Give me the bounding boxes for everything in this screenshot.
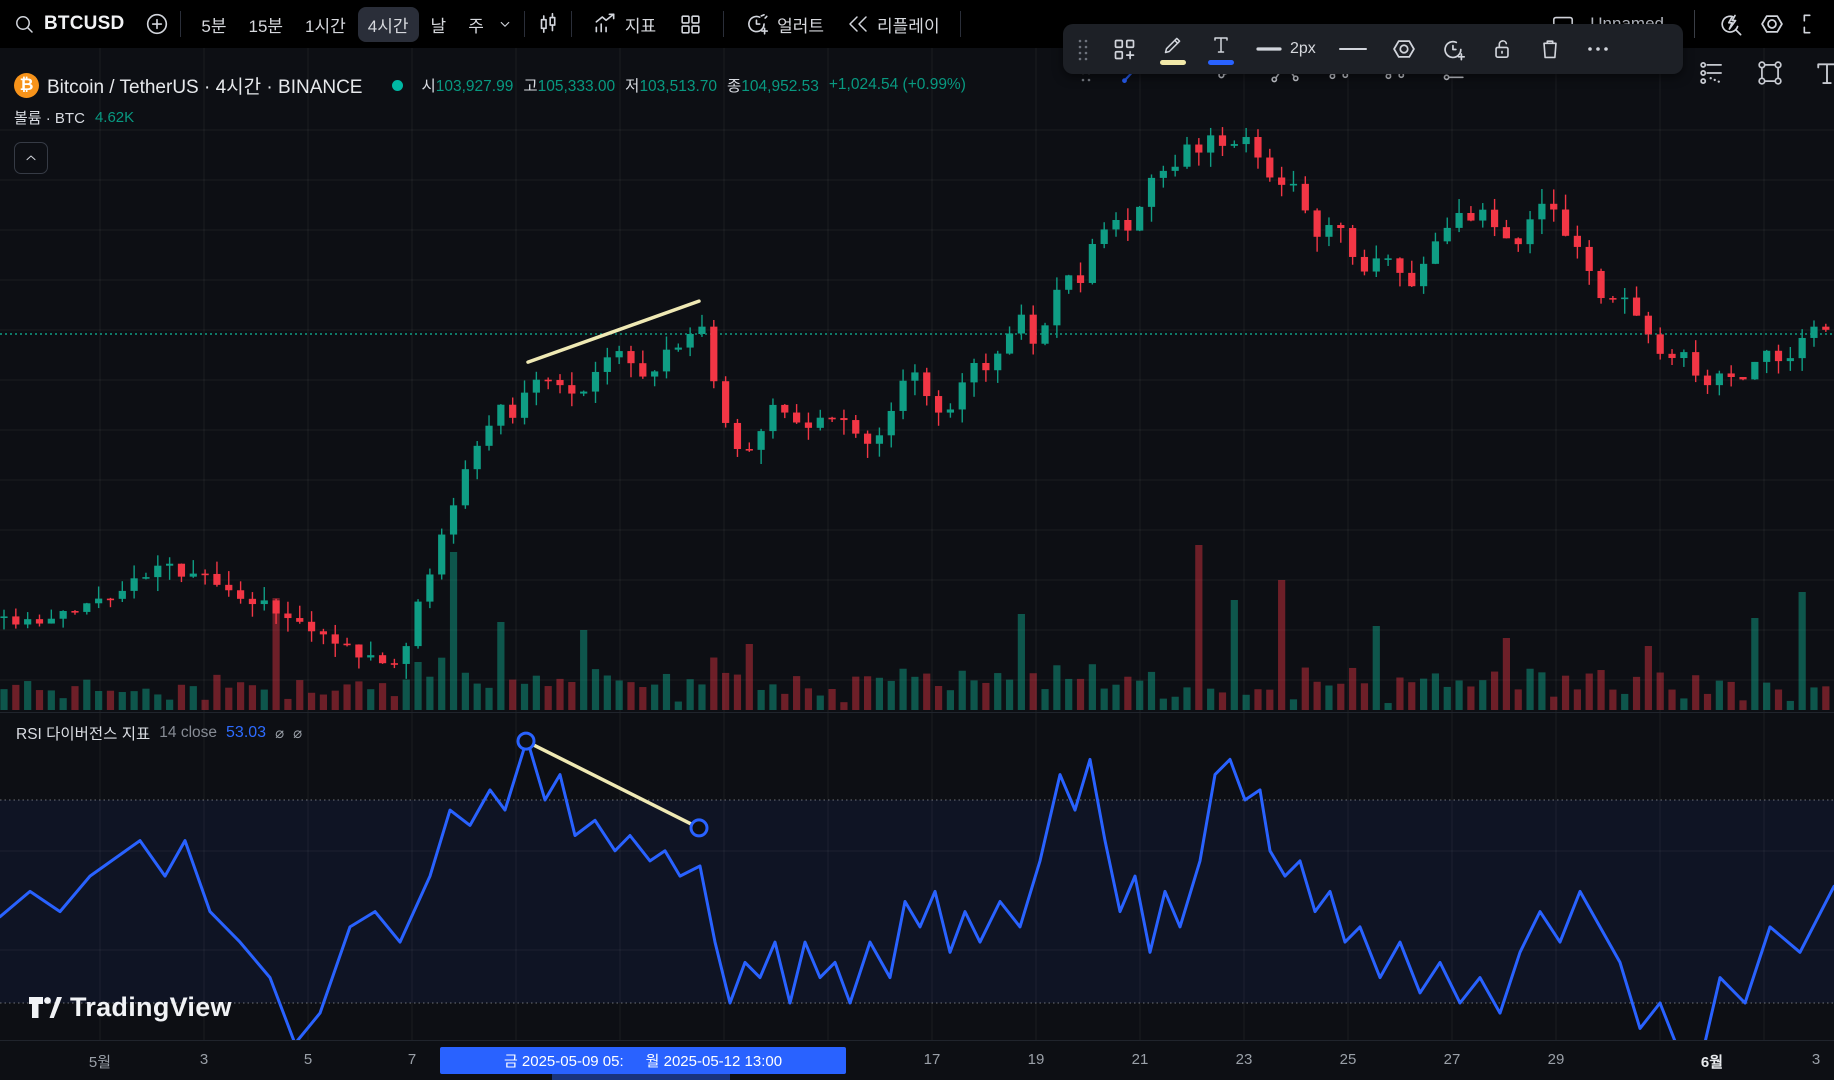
time-tick: 17 — [923, 1051, 941, 1068]
more-options-icon[interactable] — [1585, 45, 1611, 53]
market-status-dot[interactable] — [392, 79, 404, 91]
object-tree-icon[interactable] — [1698, 59, 1728, 87]
delete-icon[interactable] — [1537, 36, 1563, 62]
chart-legend: ₿ Bitcoin / TetherUS · 4시간 · BINANCE 시10… — [14, 70, 966, 174]
pencil-color-swatch[interactable] — [1160, 60, 1186, 65]
divider — [723, 11, 725, 37]
crosshair-date-range: 금 2025-05-09 05: 월 2025-05-12 13:00 — [440, 1047, 846, 1074]
divider — [570, 11, 572, 37]
volume-value: 4.62K — [94, 109, 135, 126]
time-tick: 19 — [1027, 1051, 1045, 1068]
time-tick: 6월 — [1700, 1054, 1724, 1071]
divider — [1694, 10, 1695, 38]
replay-icon — [846, 12, 870, 36]
rsi-indicator-legend: RSI 다이버전스 지표 14 close 53.03 ⌀ ⌀ — [16, 722, 302, 744]
rsi-params: 14 close — [159, 724, 218, 741]
time-tick: 27 — [1443, 1051, 1461, 1068]
pane-separator[interactable] — [0, 712, 1834, 713]
timeframe-1w[interactable]: 주 — [468, 16, 484, 36]
add-alert-icon[interactable] — [1440, 36, 1467, 63]
rsi-pane[interactable] — [0, 712, 1834, 1040]
change-value: +1,024.54 (+0.99%) — [828, 76, 966, 93]
replay-button[interactable]: 리플레이 — [836, 7, 950, 42]
watermark-text: TradingView — [70, 992, 232, 1022]
collapse-legend-button[interactable] — [14, 142, 48, 174]
time-axis[interactable]: 5월35715171921232527296월3 금 2025-05-09 05… — [0, 1040, 1834, 1080]
timeframe-1d[interactable]: 날 — [430, 16, 447, 36]
layout-grid-icon — [678, 12, 703, 37]
search-icon[interactable] — [12, 12, 36, 36]
lock-icon[interactable] — [1489, 36, 1515, 62]
layout-grid-button[interactable] — [668, 7, 713, 42]
time-tick: 5 — [303, 1051, 313, 1068]
volume-label[interactable]: 볼륨 · BTC — [14, 110, 85, 127]
divider — [180, 11, 182, 37]
alert-clock-icon — [744, 11, 770, 37]
text-icon — [1209, 33, 1233, 57]
indicators-icon — [592, 11, 618, 37]
add-to-template-icon[interactable] — [1111, 36, 1138, 63]
time-tick: 7 — [407, 1051, 417, 1068]
price-volume-pane[interactable] — [0, 48, 1834, 712]
time-tick: 5월 — [88, 1054, 112, 1071]
time-tick: 21 — [1131, 1051, 1149, 1068]
timeframe-5m[interactable]: 5분 — [201, 16, 227, 36]
line-width-value: 2px — [1290, 40, 1316, 57]
indicators-button[interactable]: 지표 — [582, 6, 666, 42]
line-width-control[interactable]: 2px — [1256, 40, 1316, 58]
timeframe-4h[interactable]: 4시간 — [357, 6, 419, 42]
time-tick: 3 — [1811, 1051, 1821, 1068]
bitcoin-logo: ₿ — [14, 72, 39, 98]
line-width-icon — [1256, 44, 1282, 54]
rsi-value: 53.03 — [226, 724, 267, 741]
settings-hexagon-icon[interactable] — [1758, 10, 1786, 38]
tradingview-watermark: TradingView — [28, 992, 232, 1023]
alert-button[interactable]: 얼러트 — [734, 6, 834, 42]
hide-indicator-icon[interactable]: ⌀ — [275, 725, 285, 742]
line-style-icon[interactable] — [1338, 44, 1368, 54]
drag-handle-icon[interactable] — [1077, 34, 1089, 64]
ohlc-values: 시103,927.99 고105,333.00 저103,513.70 종104… — [421, 76, 966, 95]
time-tick: 23 — [1235, 1051, 1253, 1068]
floating-drawing-toolbar: 2px — [1063, 24, 1683, 74]
pencil-tool[interactable] — [1160, 33, 1186, 65]
chart-type-candles-icon[interactable] — [535, 11, 561, 37]
rsi-title[interactable]: RSI 다이버전스 지표 — [16, 726, 151, 743]
text-style-tool[interactable] — [1208, 33, 1234, 65]
text-tool-icon[interactable] — [1812, 58, 1834, 88]
rectangle-tool-icon[interactable] — [1754, 58, 1786, 88]
symbol-title[interactable]: Bitcoin / TetherUS · 4시간 · BINANCE — [47, 76, 363, 98]
divider — [523, 11, 525, 37]
timeframe-1h[interactable]: 1시간 — [305, 16, 346, 36]
time-tick: 3 — [199, 1051, 209, 1068]
quick-search-icon[interactable] — [1717, 11, 1744, 38]
tradingview-logo-icon — [28, 994, 62, 1021]
time-tick: 29 — [1547, 1051, 1565, 1068]
fullscreen-icon[interactable] — [1800, 11, 1826, 37]
chevron-down-icon[interactable] — [496, 15, 514, 33]
time-tick: 25 — [1339, 1051, 1357, 1068]
symbol-button[interactable]: BTCUSD — [44, 13, 125, 34]
add-symbol-icon[interactable] — [144, 11, 170, 37]
divider — [959, 11, 961, 37]
indicator-settings-icon[interactable]: ⌀ — [293, 725, 303, 742]
pencil-icon — [1161, 33, 1185, 57]
timeframe-15m[interactable]: 15분 — [248, 16, 284, 36]
selected-range-strip — [552, 1074, 730, 1080]
settings-hexagon-icon[interactable] — [1390, 35, 1418, 63]
text-color-swatch[interactable] — [1208, 60, 1234, 65]
